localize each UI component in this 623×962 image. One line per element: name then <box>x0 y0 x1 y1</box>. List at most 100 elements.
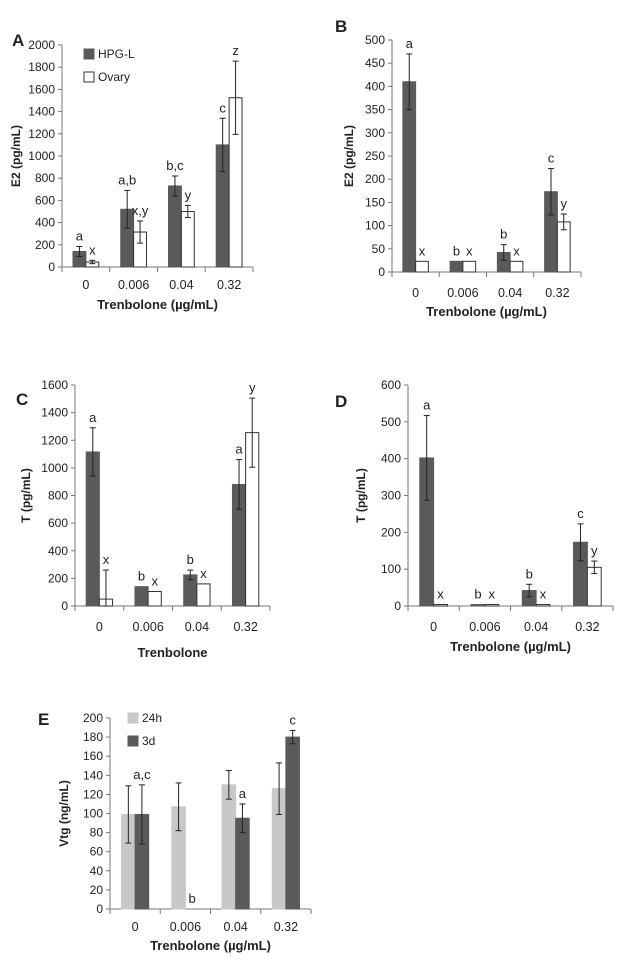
significance-label: x <box>103 552 110 567</box>
bar <box>180 211 195 268</box>
panel-label: D <box>335 392 347 411</box>
y-tick-label: 1400 <box>41 406 68 420</box>
bar <box>509 260 524 273</box>
x-tick-label: 0.006 <box>170 920 201 934</box>
x-tick-label: 0.32 <box>575 620 599 634</box>
y-tick-label: 60 <box>90 845 104 859</box>
y-tick-label: 1200 <box>41 433 68 447</box>
y-tick-label: 600 <box>381 378 401 392</box>
y-tick-label: 300 <box>365 126 385 140</box>
x-tick-label: 0.32 <box>545 286 569 300</box>
significance-label: x,y <box>132 203 149 218</box>
y-tick-label: 100 <box>381 562 401 576</box>
significance-label: x <box>540 587 547 602</box>
bar <box>196 583 211 607</box>
y-tick-label: 800 <box>35 171 55 185</box>
significance-label: c <box>289 712 296 727</box>
significance-label: x <box>513 243 520 258</box>
bar <box>134 586 149 607</box>
chart-a: A 0 200 400 600 800 1000 1200 1400 1600 1800 2000 0 0… <box>9 31 254 312</box>
significance-label: x <box>89 242 96 257</box>
legend-label: HPG-L <box>98 47 135 61</box>
y-axis-title: E2 (pg/mL) <box>342 125 356 187</box>
x-axis-title: Trenbolone (µg/mL) <box>150 938 271 953</box>
y-tick-label: 80 <box>90 826 104 840</box>
chart-b: B 0 50 100 150 200 250 300 350 400 450 500 0 0.006 0.0… <box>335 17 582 319</box>
y-tick-label: 450 <box>365 56 385 70</box>
significance-label: b <box>138 569 145 584</box>
bar <box>147 590 162 607</box>
bar <box>221 784 237 910</box>
y-tick-label: 200 <box>381 525 401 539</box>
x-tick-label: 0 <box>82 278 89 292</box>
panel-label: B <box>335 17 347 36</box>
significance-label: b <box>500 227 507 242</box>
legend-swatch <box>83 48 95 60</box>
significance-label: a <box>239 786 247 801</box>
bar <box>285 736 300 910</box>
significance-label: b <box>453 243 460 258</box>
y-tick-label: 20 <box>90 883 104 897</box>
significance-label: b <box>526 566 533 581</box>
chart-e: E 0 20 40 60 80 100 120 140 160 180 200 0 0.006 0.04 0.… <box>38 710 312 953</box>
bar <box>462 260 477 273</box>
y-tick-label: 2000 <box>28 38 55 52</box>
significance-label: b,c <box>166 158 184 173</box>
significance-label: c <box>577 506 584 521</box>
y-tick-label: 1600 <box>41 378 68 392</box>
significance-label: c <box>548 151 555 166</box>
y-tick-label: 1000 <box>28 149 55 163</box>
y-tick-label: 180 <box>83 730 103 744</box>
y-tick-label: 100 <box>83 807 103 821</box>
significance-label: b <box>187 552 194 567</box>
x-axis-title: Trenbolone (µg/mL) <box>450 639 571 654</box>
x-axis-title: Trenbolone (µg/mL) <box>97 297 218 312</box>
x-tick-label: 0.006 <box>118 278 149 292</box>
significance-label: x <box>437 587 444 602</box>
x-tick-label: 0.006 <box>132 620 163 634</box>
significance-label: a <box>76 228 84 243</box>
y-tick-label: 1600 <box>28 82 55 96</box>
significance-label: a <box>235 442 243 457</box>
legend-label: 24h <box>142 711 162 725</box>
x-tick-label: 0 <box>132 920 139 934</box>
y-axis-title: T (pg/mL) <box>19 468 33 523</box>
panel-label: C <box>16 390 28 409</box>
y-tick-label: 1200 <box>28 127 55 141</box>
significance-label: z <box>232 43 239 58</box>
y-tick-label: 200 <box>365 172 385 186</box>
bar <box>470 604 486 607</box>
y-tick-label: 1800 <box>28 60 55 74</box>
significance-label: a <box>406 36 414 51</box>
x-axis-title: Trenbolone (µg/mL) <box>426 304 547 319</box>
y-tick-label: 250 <box>365 149 385 163</box>
significance-label: x <box>489 587 496 602</box>
y-tick-label: 600 <box>35 193 55 207</box>
significance-label: x <box>200 566 207 581</box>
chart-c: C 0 200 400 600 800 1000 1200 1400 1600 0 0.006 0.04… <box>16 378 271 660</box>
y-tick-label: 350 <box>365 103 385 117</box>
legend-label: 3d <box>142 734 155 748</box>
y-tick-label: 0 <box>394 599 401 613</box>
y-tick-label: 500 <box>381 415 401 429</box>
y-tick-label: 0 <box>378 265 385 279</box>
y-tick-label: 200 <box>48 571 68 585</box>
y-tick-label: 1400 <box>28 105 55 119</box>
y-tick-label: 1000 <box>41 461 68 475</box>
x-tick-label: 0 <box>412 286 419 300</box>
y-tick-label: 0 <box>48 260 55 274</box>
x-tick-label: 0.32 <box>217 278 241 292</box>
panel-label: A <box>12 31 24 50</box>
y-tick-label: 0 <box>96 902 103 916</box>
y-axis-title: E2 (pg/mL) <box>9 125 23 187</box>
y-tick-label: 40 <box>90 864 104 878</box>
x-tick-label: 0.32 <box>233 620 257 634</box>
y-tick-label: 400 <box>381 452 401 466</box>
y-tick-label: 120 <box>83 787 103 801</box>
bar <box>415 260 429 273</box>
y-tick-label: 300 <box>381 489 401 503</box>
y-tick-label: 400 <box>35 216 55 230</box>
y-tick-label: 50 <box>372 242 386 256</box>
y-tick-label: 100 <box>365 219 385 233</box>
